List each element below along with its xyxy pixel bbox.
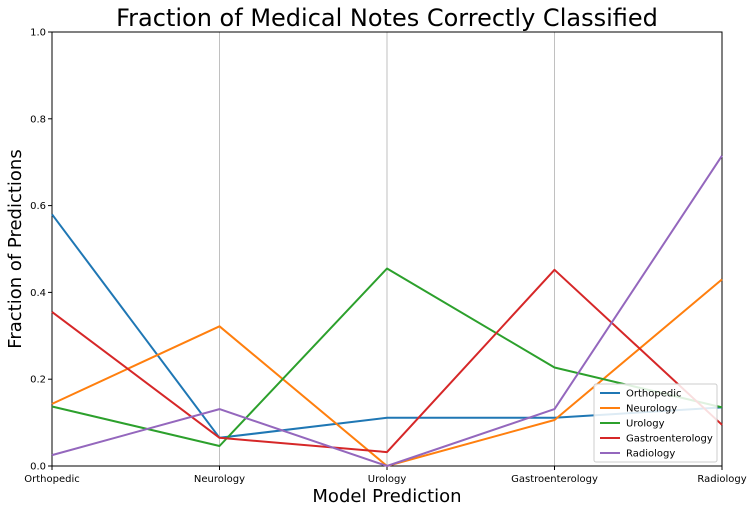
- legend-label: Urology: [626, 419, 665, 430]
- y-tick-label: 0.4: [30, 288, 46, 299]
- legend-label: Orthopedic: [626, 389, 681, 400]
- y-tick-label: 0.2: [30, 375, 46, 386]
- x-axis-label: Model Prediction: [312, 486, 461, 507]
- legend-label: Neurology: [626, 404, 677, 415]
- x-tick-label: Orthopedic: [24, 474, 79, 485]
- x-tick-label: Urology: [368, 474, 407, 485]
- grid-lines: [219, 32, 555, 466]
- x-tick-label: Neurology: [194, 474, 245, 485]
- series-line-gastroenterology: [51, 268, 723, 454]
- y-axis-ticks: 0.0 0.2 0.4 0.6 0.8 1.0: [30, 28, 52, 473]
- y-tick-label: 0.8: [30, 114, 46, 125]
- y-tick-label: 0.6: [30, 201, 46, 212]
- y-axis-label: Fraction of Predictions: [5, 149, 26, 348]
- y-tick-label: 1.0: [30, 28, 46, 39]
- y-tick-label: 0.0: [30, 462, 46, 473]
- legend-box: [593, 383, 718, 463]
- legend-label: Radiology: [626, 449, 675, 460]
- x-tick-label: Gastroenterology: [511, 474, 598, 485]
- x-tick-label: Radiology: [697, 474, 746, 485]
- legend: Orthopedic Neurology Urology Gastroenterolo…: [593, 383, 718, 463]
- series-line-radiology: [51, 155, 723, 467]
- legend-label: Gastroenterology: [626, 434, 713, 445]
- x-axis-ticks: Orthopedic Neurology Urology Gastroenterolo…: [24, 466, 747, 485]
- chart-title: Fraction of Medical Notes Correctly Clas…: [116, 4, 658, 32]
- series-line-urology: [51, 267, 723, 447]
